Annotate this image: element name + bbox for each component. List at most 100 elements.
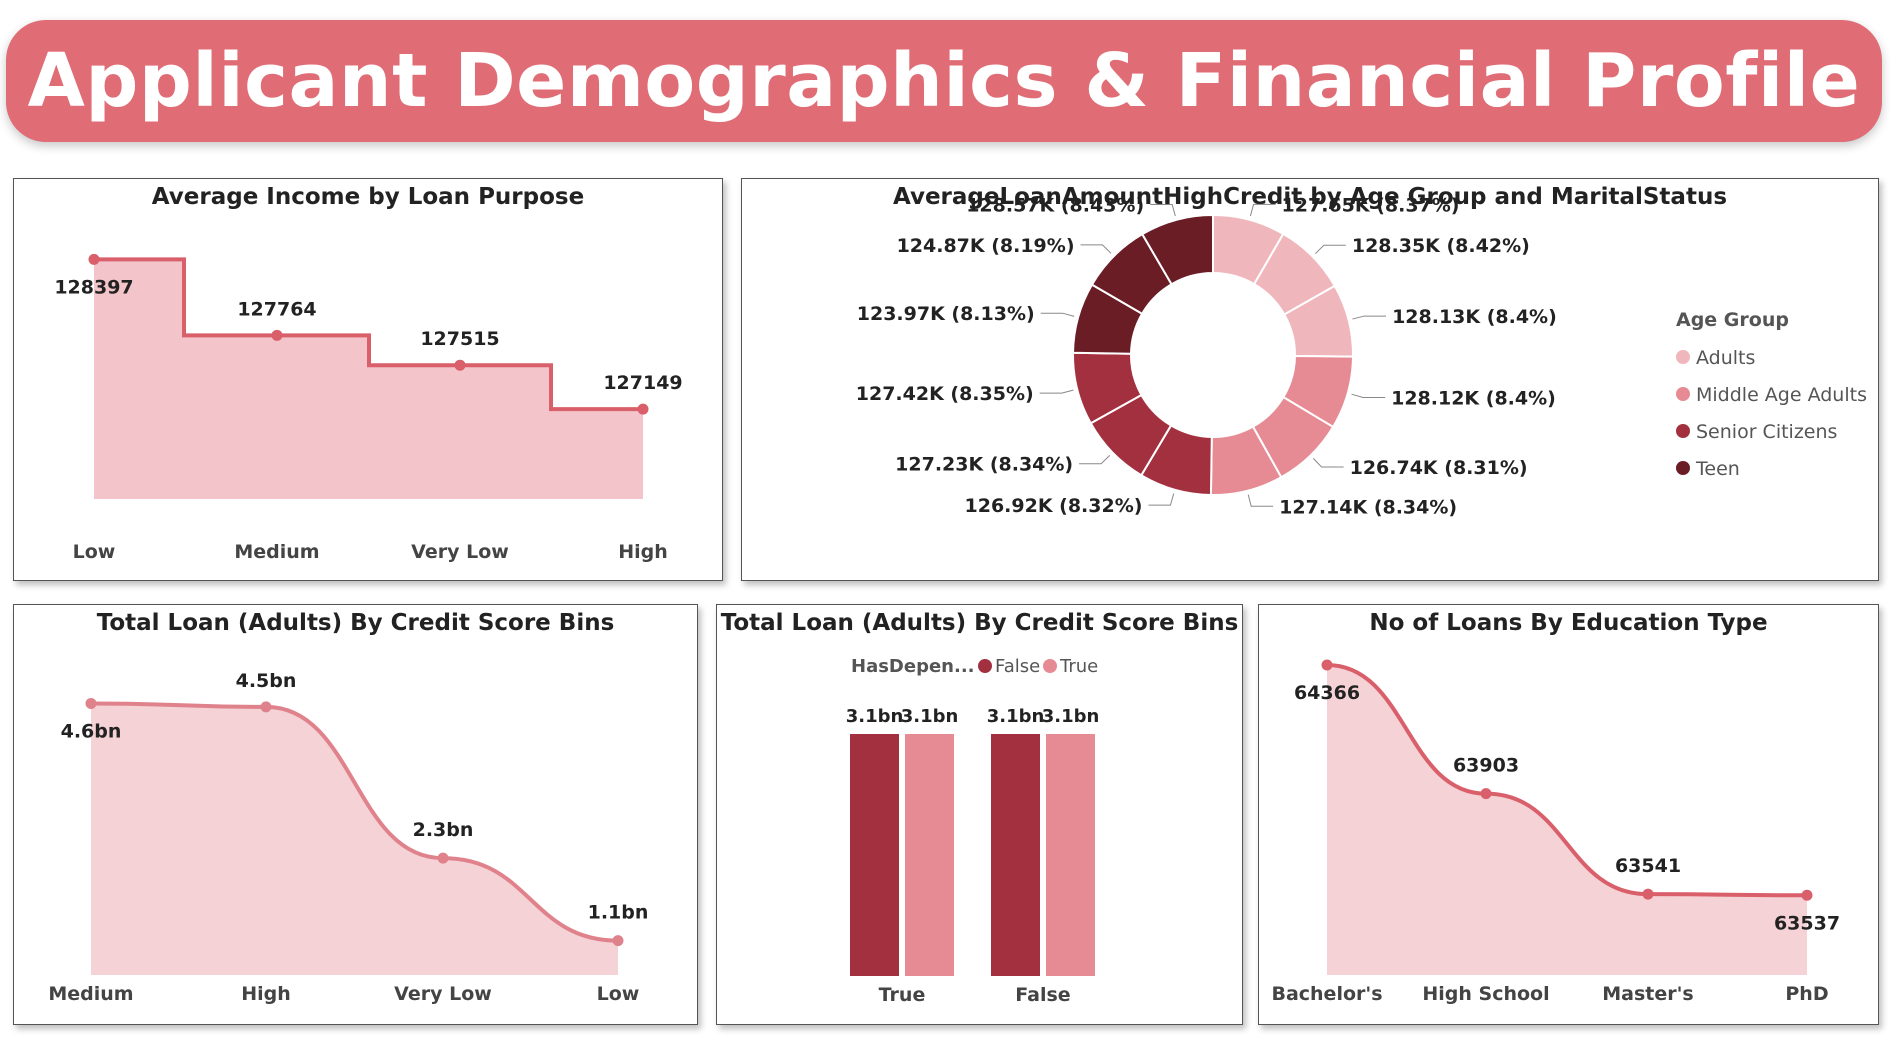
donut-slice — [1140, 213, 1214, 286]
data-label: 4.6bn — [61, 720, 122, 742]
data-label: 4.5bn — [236, 670, 297, 692]
legend-marker — [1676, 461, 1690, 475]
leader-line — [1247, 494, 1274, 507]
legend-title: HasDepen... — [851, 656, 975, 677]
bar-label: 3.1bn — [1042, 706, 1100, 727]
bar — [1046, 734, 1095, 976]
leader-line — [1150, 203, 1176, 217]
data-point — [1480, 788, 1492, 800]
slice-label: 126.92K (8.32%) — [965, 495, 1143, 517]
leader-line — [1079, 454, 1111, 465]
slice-label: 128.12K (8.4%) — [1391, 387, 1556, 409]
chart-title: AverageLoanAmountHighCredit by Age Group… — [892, 184, 1728, 210]
x-tick-label: PhD — [1785, 983, 1828, 1005]
data-point — [260, 701, 272, 713]
x-tick-label: High — [241, 983, 291, 1005]
legend-item: False — [995, 656, 1040, 677]
age-group-donut-chart: 127.65K (8.37%) 128.35K (8.42%) 128.13K (8… — [856, 194, 1867, 518]
bar-label: 3.1bn — [846, 706, 904, 727]
credit-bins-area-chart: 4.6bn Medium 4.5bn High 2.3bn Very Low 1.1bn Lo… — [48, 670, 649, 1005]
data-point — [1321, 659, 1333, 671]
slice-label: 127.14K (8.34%) — [1279, 496, 1457, 518]
slice-label: 127.23K (8.34%) — [895, 454, 1073, 476]
data-label: 2.3bn — [413, 819, 474, 841]
leader-line — [1312, 458, 1344, 468]
x-tick-label: High — [618, 541, 668, 563]
data-label: 1.1bn — [588, 902, 649, 924]
data-point — [454, 359, 466, 371]
leader-line — [1080, 244, 1112, 254]
loan-amount-by-age-group-panel[interactable]: AverageLoanAmountHighCredit by Age Group… — [741, 178, 1879, 581]
data-label: 127764 — [237, 298, 316, 320]
legend-item: Senior Citizens — [1696, 421, 1837, 443]
leader-line — [1351, 393, 1386, 398]
data-point — [1801, 889, 1813, 901]
data-label: 64366 — [1294, 682, 1360, 704]
bar-label: 3.1bn — [987, 706, 1045, 727]
slice-label: 127.65K (8.37%) — [1282, 194, 1460, 216]
data-point — [612, 935, 624, 947]
x-tick-label: Low — [597, 983, 640, 1005]
income-by-loan-purpose-panel[interactable]: Average Income by Loan Purpose 128397 Low… — [13, 178, 723, 581]
slice-label: 126.74K (8.31%) — [1350, 457, 1528, 479]
data-label: 128397 — [54, 276, 133, 298]
total-loan-dependents-panel[interactable]: Total Loan (Adults) By Credit Score Bins… — [716, 604, 1243, 1025]
data-point — [637, 403, 649, 415]
x-tick-label: High School — [1422, 983, 1549, 1005]
data-point — [1642, 888, 1654, 900]
slice-label: 128.13K (8.4%) — [1392, 306, 1557, 328]
x-tick-label: True — [879, 984, 926, 1006]
dashboard-banner: Applicant Demographics & Financial Profi… — [6, 20, 1882, 142]
chart-title: Total Loan (Adults) By Credit Score Bins — [720, 610, 1239, 636]
area-fill — [1327, 665, 1807, 975]
series-line — [1326, 663, 1808, 898]
chart-title: Average Income by Loan Purpose — [151, 184, 585, 210]
bar — [905, 734, 954, 976]
data-point — [85, 697, 97, 709]
slice-label: 124.87K (8.19%) — [897, 235, 1075, 257]
x-tick-label: Master's — [1602, 983, 1694, 1005]
legend-marker — [1676, 424, 1690, 438]
slice-label: 128.57K (8.43%) — [966, 194, 1144, 216]
legend-marker — [1676, 387, 1690, 401]
data-point — [271, 329, 283, 341]
x-tick-label: Very Low — [411, 541, 509, 563]
data-label: 63903 — [1453, 755, 1519, 777]
leader-line — [1314, 244, 1346, 255]
area-fill — [94, 259, 643, 499]
dependents-bar-chart: HasDepen... False True3.1bn3.1bnTrue3.1bn3… — [846, 656, 1100, 1006]
data-label: 63537 — [1774, 912, 1840, 934]
legend-item: Teen — [1695, 458, 1740, 480]
x-tick-label: False — [1015, 984, 1070, 1006]
total-loan-credit-bins-panel[interactable]: Total Loan (Adults) By Credit Score Bins… — [13, 604, 698, 1025]
data-label: 127149 — [603, 372, 682, 394]
chart-title: No of Loans By Education Type — [1369, 610, 1768, 636]
loans-by-education-panel[interactable]: No of Loans By Education Type 64366 Bache… — [1258, 604, 1879, 1025]
legend-marker — [1676, 350, 1690, 364]
series-line — [90, 701, 619, 943]
data-label: 127515 — [420, 328, 499, 350]
series-line — [94, 257, 643, 412]
slice-label: 123.97K (8.13%) — [857, 303, 1035, 325]
education-area-chart: 64366 Bachelor's 63903 High School 63541 Mast… — [1271, 659, 1840, 1005]
leader-line — [1148, 493, 1175, 506]
slice-label: 127.42K (8.35%) — [856, 383, 1034, 405]
x-tick-label: Low — [73, 541, 116, 563]
legend-item: Middle Age Adults — [1696, 384, 1867, 406]
chart-title: Total Loan (Adults) By Credit Score Bins — [96, 610, 615, 636]
legend-marker — [1043, 659, 1057, 673]
dashboard-title: Applicant Demographics & Financial Profi… — [27, 38, 1861, 124]
leader-line — [1249, 203, 1276, 217]
income-step-area-chart: 128397 Low 127764 Medium 127515 Very Low 12714… — [54, 253, 683, 563]
leader-line — [1039, 389, 1074, 394]
legend-item: Adults — [1696, 347, 1755, 369]
bar — [991, 734, 1040, 976]
legend-marker — [978, 659, 992, 673]
x-tick-label: Bachelor's — [1271, 983, 1382, 1005]
x-tick-label: Medium — [234, 541, 319, 563]
legend-title: Age Group — [1676, 309, 1789, 331]
legend-item: True — [1059, 656, 1098, 677]
leader-line — [1352, 315, 1387, 320]
area-fill — [91, 703, 618, 975]
data-label: 63541 — [1615, 855, 1681, 877]
